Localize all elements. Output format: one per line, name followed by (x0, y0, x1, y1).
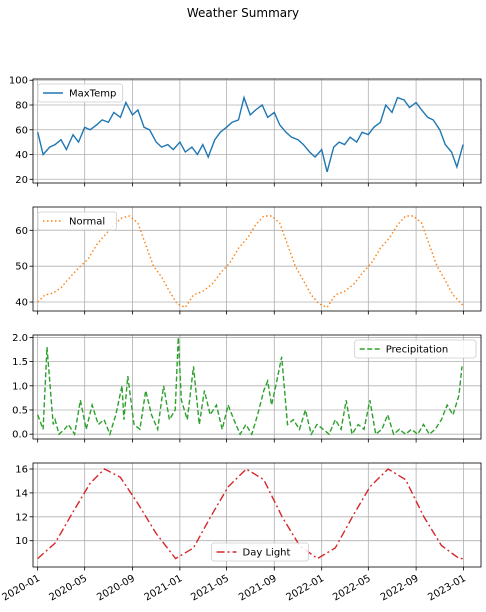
y-tick-label: 100 (9, 76, 28, 87)
legend-box (37, 211, 117, 231)
legend-box (37, 83, 124, 103)
x-tick-label: 2020-09 (95, 573, 137, 603)
figure-title: Weather Summary (187, 6, 299, 20)
y-tick-label: 1.5 (12, 357, 28, 368)
panel-1: 40 50 60 Normal (15, 206, 482, 315)
legend: Day Light (211, 542, 309, 562)
y-tick-label: 60 (15, 226, 28, 237)
plot-frame (32, 206, 482, 312)
y-tick-label: 60 (15, 125, 28, 136)
series-line-precipitation (37, 337, 463, 437)
legend-label: Precipitation (386, 345, 449, 356)
x-tick-label: 2023-01 (426, 573, 468, 603)
y-tick-label: 80 (15, 101, 28, 112)
plot-frame (32, 78, 482, 184)
plot-frame (32, 462, 482, 568)
y-tick-label: 12 (15, 512, 28, 523)
legend-box (211, 542, 309, 562)
legend: Precipitation (354, 339, 477, 359)
y-tick-label: 0.0 (12, 430, 28, 441)
x-axis: 2020-01 2020-05 2020-09 2021-01 2021-05 2021-… (0, 573, 468, 603)
panel-2: 0.0 0.5 1.0 1.5 2.0 Precipitation (12, 333, 482, 443)
x-tick-label: 2020-05 (47, 573, 89, 603)
plot-frame (32, 334, 482, 440)
x-tick-label: 2022-01 (284, 573, 326, 603)
y-tick-label: 50 (15, 262, 28, 273)
y-tick-label: 0.5 (12, 405, 28, 416)
x-tick-label: 2021-05 (189, 573, 231, 603)
legend-label: Normal (69, 217, 105, 228)
panel-3: 10 12 14 16 Day Light (15, 462, 482, 571)
y-tick-label: 16 (15, 464, 28, 475)
y-tick-label: 40 (15, 150, 28, 161)
legend: MaxTemp (37, 83, 124, 103)
x-tick-label: 2022-09 (379, 573, 421, 603)
series-line-maxtemp (37, 95, 464, 173)
y-tick-label: 14 (15, 488, 28, 499)
legend: Normal (37, 211, 117, 231)
y-tick-label: 40 (15, 298, 28, 309)
x-tick-label: 2021-09 (237, 573, 279, 603)
x-tick-label: 2020-01 (0, 573, 42, 603)
legend-box (354, 339, 477, 359)
y-tick-label: 2.0 (12, 333, 28, 344)
x-tick-label: 2022-05 (331, 573, 373, 603)
y-tick-label: 10 (15, 536, 28, 547)
panels-container: 20 40 60 80 100 MaxTemp 40 50 60 Normal 0.0 0.5 1.0 1… (9, 76, 482, 571)
legend-label: Day Light (243, 548, 291, 559)
panel-0: 20 40 60 80 100 MaxTemp (9, 76, 482, 187)
x-tick-label: 2021-01 (143, 573, 185, 603)
legend-label: MaxTemp (69, 89, 116, 100)
y-tick-label: 1.0 (12, 381, 28, 392)
series-line-day-light (37, 468, 464, 560)
y-tick-label: 20 (15, 175, 28, 186)
